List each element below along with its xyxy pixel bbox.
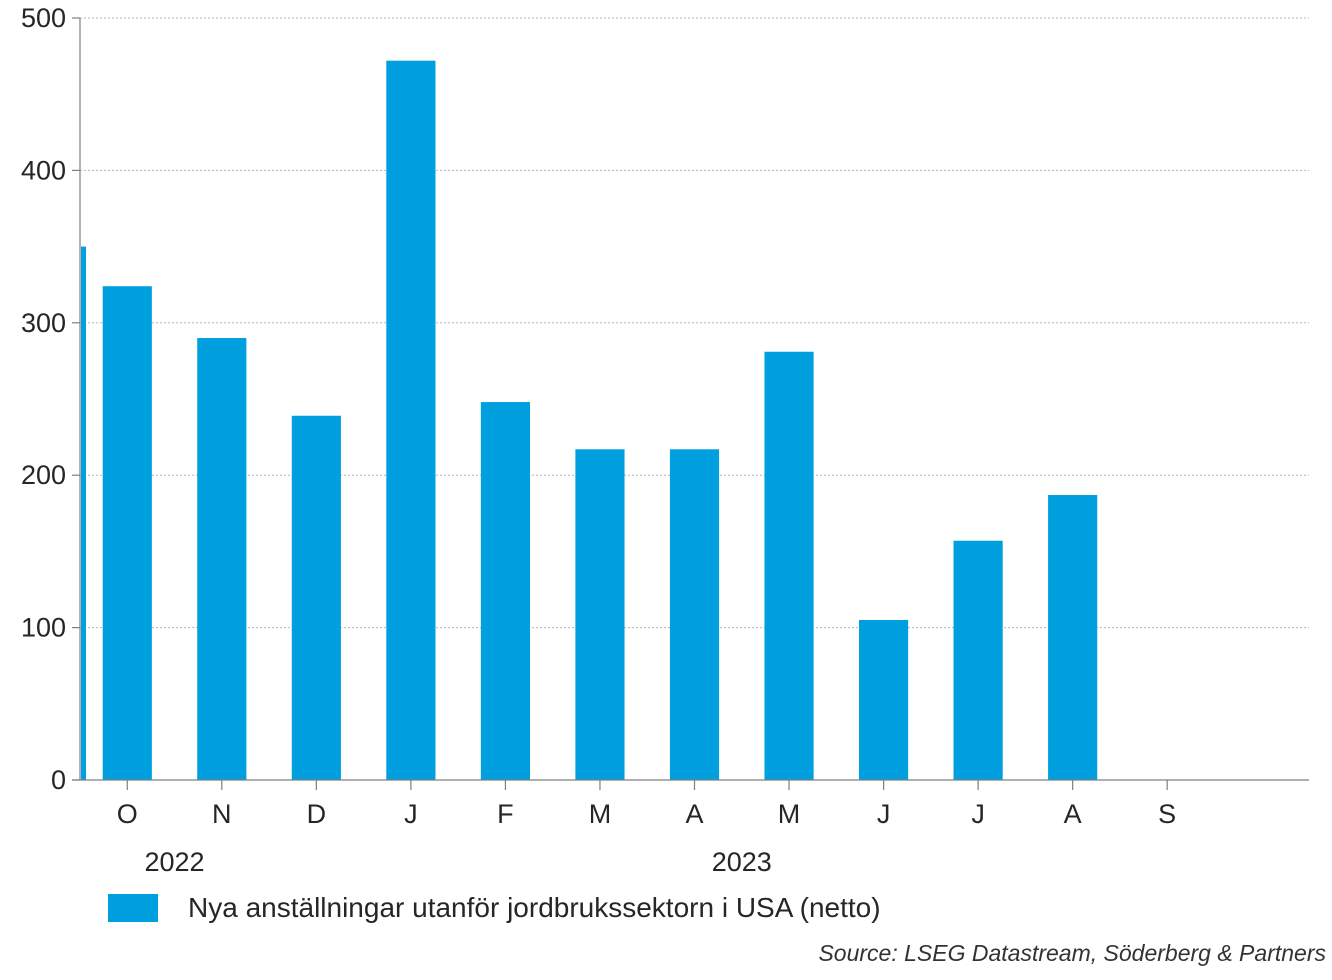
x-tick-label-7: A (685, 799, 703, 829)
y-tick-label-500: 500 (21, 3, 66, 33)
axes (72, 17, 1309, 790)
year-labels: 2022 2023 (144, 847, 771, 877)
year-label-0: 2022 (144, 847, 204, 877)
year-label-1: 2023 (712, 847, 772, 877)
x-tick-label-12: S (1158, 799, 1176, 829)
y-tick-labels: 0 100 200 300 400 500 (21, 3, 66, 795)
y-tick-label-400: 400 (21, 155, 66, 185)
bar-5 (480, 402, 531, 780)
x-tick-label-2: N (212, 799, 232, 829)
bar-8 (764, 351, 814, 780)
legend: Nya anställningar utanför jordbrukssekto… (108, 892, 881, 924)
x-tick-label-9: J (877, 799, 891, 829)
y-tick-label-200: 200 (21, 460, 66, 490)
bar-2 (197, 338, 247, 780)
x-tick-label-10: J (971, 799, 985, 829)
bar-0 (81, 246, 86, 781)
x-tick-label-3: D (307, 799, 327, 829)
grid-lines (80, 17, 1309, 629)
bar-9 (858, 619, 909, 780)
bar-7 (669, 449, 720, 780)
legend-swatch (108, 894, 158, 922)
x-tick-label-6: M (589, 799, 612, 829)
bar-11 (1048, 495, 1098, 780)
bar-6 (575, 449, 625, 780)
bar-chart: 0 100 200 300 400 500 O N D J F M A M J J A S 2022 2023 (21, 3, 1309, 877)
x-tick-label-11: A (1064, 799, 1082, 829)
bar-4 (386, 60, 436, 781)
x-tick-label-8: M (778, 799, 801, 829)
source-note: Source: LSEG Datastream, Söderberg & Par… (818, 940, 1326, 966)
bar-1 (102, 286, 152, 780)
y-tick-label-100: 100 (21, 613, 66, 643)
y-tick-label-0: 0 (51, 765, 66, 795)
x-tick-label-1: O (117, 799, 138, 829)
bar-3 (291, 415, 341, 780)
bars (81, 60, 1098, 781)
x-tick-label-4: J (404, 799, 418, 829)
x-tick-label-5: F (497, 799, 514, 829)
y-tick-label-300: 300 (21, 308, 66, 338)
bar-10 (953, 540, 1003, 780)
legend-label: Nya anställningar utanför jordbrukssekto… (188, 892, 881, 923)
